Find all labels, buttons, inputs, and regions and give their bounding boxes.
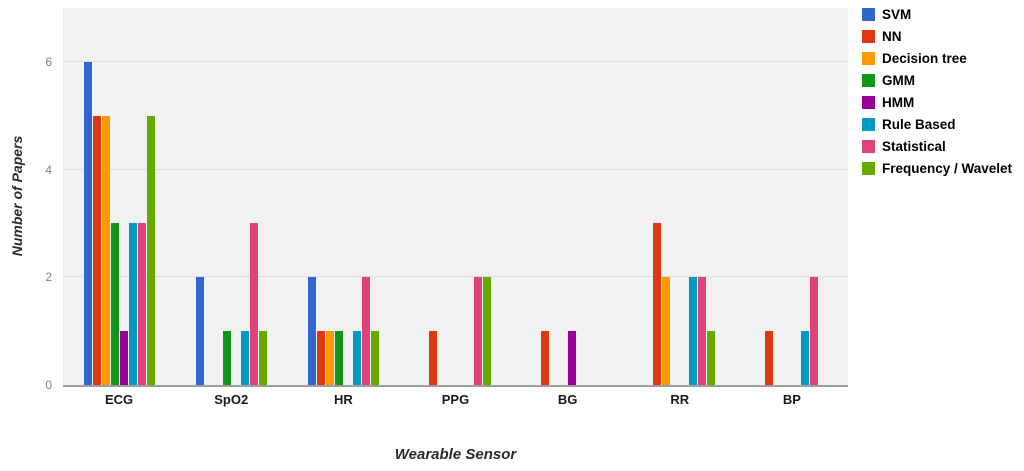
gridline-y-4 — [63, 168, 848, 170]
legend-label: SVM — [882, 7, 912, 22]
legend-swatch-icon — [862, 96, 875, 109]
bar-svm-ecg — [83, 61, 92, 385]
legend-label: HMM — [882, 95, 915, 110]
legend-item-frequency-wavelet: Frequency / Wavelet — [862, 162, 1012, 175]
bar-decision-tree-rr — [662, 277, 671, 385]
legend-item-decision-tree: Decision tree — [862, 52, 1012, 65]
x-category-label-ecg: ECG — [104, 392, 134, 407]
legend-item-rule-based: Rule Based — [862, 118, 1012, 131]
x-category-label-spo2: SpO2 — [214, 392, 249, 407]
bar-statistical-hr — [361, 277, 370, 385]
legend-swatch-icon — [862, 8, 875, 21]
bar-statistical-ecg — [137, 223, 146, 385]
bar-statistical-bp — [810, 277, 819, 385]
bar-groups — [63, 8, 848, 385]
bar-statistical-ppg — [473, 277, 482, 385]
x-category-label-bg: BG — [557, 392, 578, 407]
bar-frequency-wavelet-ppg — [482, 277, 491, 385]
bar-decision-tree-ecg — [101, 115, 110, 385]
x-category-label-bp: BP — [782, 392, 801, 407]
y-axis-title: Number of Papers — [9, 135, 25, 257]
legend-swatch-icon — [862, 118, 875, 131]
bar-frequency-wavelet-hr — [370, 331, 379, 385]
bar-statistical-rr — [698, 277, 707, 385]
bar-group-ecg — [63, 8, 175, 385]
bar-rule-based-spo2 — [240, 331, 249, 385]
bar-rule-based-ecg — [128, 223, 137, 385]
bar-svm-spo2 — [195, 277, 204, 385]
y-tick-label-6: 6 — [45, 54, 52, 69]
legend-item-statistical: Statistical — [862, 140, 1012, 153]
bar-frequency-wavelet-ecg — [146, 115, 155, 385]
legend-label: Statistical — [882, 139, 946, 154]
x-category-label-hr: HR — [333, 392, 353, 407]
x-axis-category-labels: ECG SpO2 HR PPG BG RR BP — [63, 392, 848, 407]
legend-swatch-icon — [862, 52, 875, 65]
legend-label: Frequency / Wavelet — [882, 161, 1013, 176]
legend-label: GMM — [882, 73, 915, 88]
bar-group-hr — [287, 8, 399, 385]
bar-hmm-bg — [568, 331, 577, 385]
x-axis-title: Wearable Sensor — [394, 446, 517, 463]
y-tick-label-0: 0 — [45, 378, 52, 392]
bar-frequency-wavelet-spo2 — [258, 331, 267, 385]
legend-item-gmm: GMM — [862, 74, 1012, 87]
bar-svm-hr — [307, 277, 316, 385]
bar-group-spo2 — [175, 8, 287, 385]
bar-nn-ppg — [428, 331, 437, 385]
bar-hmm-ecg — [119, 331, 128, 385]
plot-area — [63, 8, 848, 387]
bar-rule-based-bp — [801, 331, 810, 385]
y-tick-label-4: 4 — [45, 162, 52, 177]
bar-gmm-spo2 — [222, 331, 231, 385]
bar-decision-tree-hr — [325, 331, 334, 385]
x-category-label-ppg: PPG — [441, 392, 470, 407]
legend-item-hmm: HMM — [862, 96, 1012, 109]
bar-group-bp — [736, 8, 848, 385]
legend: SVM NN Decision tree GMM HMM Rule Based Statis… — [862, 8, 1012, 184]
bar-statistical-spo2 — [249, 223, 258, 385]
bar-group-ppg — [399, 8, 511, 385]
bar-gmm-ecg — [110, 223, 119, 385]
bar-nn-rr — [653, 223, 662, 385]
x-category-label-rr: RR — [670, 392, 690, 407]
bar-rule-based-hr — [352, 331, 361, 385]
legend-label: Decision tree — [882, 51, 967, 66]
legend-swatch-icon — [862, 74, 875, 87]
bar-gmm-hr — [334, 331, 343, 385]
bar-nn-ecg — [92, 115, 101, 385]
legend-item-nn: NN — [862, 30, 1012, 43]
bar-nn-bg — [541, 331, 550, 385]
legend-label: NN — [882, 29, 902, 44]
bar-nn-hr — [316, 331, 325, 385]
legend-label: Rule Based — [882, 117, 956, 132]
bar-group-bg — [512, 8, 624, 385]
gridline-y-6 — [63, 60, 848, 62]
legend-swatch-icon — [862, 140, 875, 153]
bar-nn-bp — [765, 331, 774, 385]
legend-item-svm: SVM — [862, 8, 1012, 21]
legend-swatch-icon — [862, 30, 875, 43]
y-tick-label-2: 2 — [45, 270, 52, 285]
gridline-y-2 — [63, 276, 848, 278]
bar-group-rr — [624, 8, 736, 385]
bar-frequency-wavelet-rr — [707, 331, 716, 385]
bar-rule-based-rr — [689, 277, 698, 385]
legend-swatch-icon — [862, 162, 875, 175]
